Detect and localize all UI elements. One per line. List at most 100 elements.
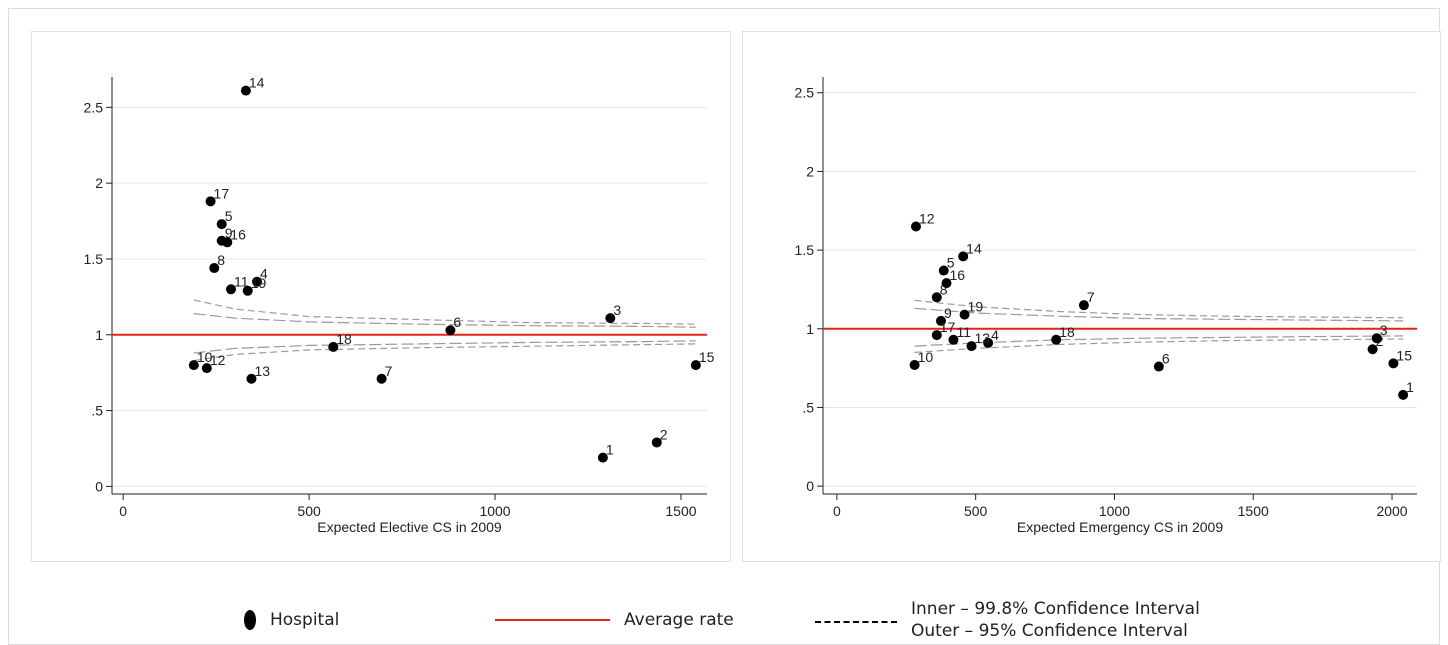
emergency-hospital-point-8: [931, 292, 942, 303]
elective-hospital-label-13: 13: [254, 363, 270, 379]
elective-hospital-label-18: 18: [336, 331, 352, 347]
elective-hospital-label-1: 1: [606, 442, 614, 458]
emergency-hospital-point-17: [931, 330, 942, 341]
emergency-hospital-point-7: [1078, 300, 1089, 311]
emergency-hospital-point-10: [909, 359, 920, 370]
elective-ytick-label: 1: [95, 327, 103, 343]
emergency-ytick-label: .5: [802, 399, 814, 415]
elective-chart: 0 .5 1 1.5 2 2.5 0 500 1000 1500 Expected Elective…: [84, 75, 715, 535]
elective-hospital-label-19: 19: [251, 275, 267, 291]
chart-panel-elective: 0 .5 1 1.5 2 2.5 0 500 1000 1500 Expected Elective…: [31, 31, 731, 562]
elective-hospital-point-16: [222, 237, 233, 248]
elective-x-axis-label: Expected Elective CS in 2009: [317, 519, 502, 535]
emergency-ytick-label: 2.5: [795, 85, 815, 101]
emergency-hospital-point-15: [1388, 358, 1399, 369]
elective-hospital-label-2: 2: [660, 426, 668, 442]
emergency-hospital-label-13: 13: [975, 330, 991, 346]
emergency-hospital-label-10: 10: [918, 349, 934, 365]
elective-hospital-point-17: [205, 196, 216, 207]
emergency-chart: 0 .5 1 1.5 2 2.5 0 500 1000 1500 2000 Expected Emer…: [795, 77, 1417, 535]
elective-hospital-point-8: [209, 263, 220, 274]
legend-ci: Inner – 99.8% Confidence Interval Outer …: [815, 598, 1200, 642]
emergency-hospital-label-11: 11: [956, 324, 971, 340]
elective-xtick-label: 1000: [479, 503, 510, 519]
chart-panel-emergency: 0 .5 1 1.5 2 2.5 0 500 1000 1500 2000 Expected Emer…: [742, 31, 1441, 562]
elective-hospital-label-3: 3: [613, 302, 621, 318]
hospital-marker-icon: [244, 610, 256, 630]
elective-ci-inner-lower: [193, 340, 696, 354]
elective-hospital-point-2: [651, 437, 662, 448]
elective-xtick-label: 500: [297, 503, 321, 519]
emergency-hospital-label-14: 14: [966, 240, 982, 256]
elective-hospital-label-8: 8: [217, 252, 225, 268]
elective-ci-inner-upper: [193, 313, 696, 328]
elective-hospital-point-7: [376, 373, 387, 384]
emergency-xtick-label: 500: [964, 503, 988, 519]
emergency-hospital-label-16: 16: [950, 267, 966, 283]
emergency-hospital-point-11: [948, 334, 959, 345]
emergency-hospital-point-1: [1398, 389, 1409, 400]
emergency-hospital-label-18: 18: [1059, 324, 1075, 340]
elective-hospital-label-12: 12: [210, 352, 226, 368]
emergency-hospital-label-7: 7: [1087, 289, 1095, 305]
emergency-hospital-point-13: [966, 341, 977, 352]
emergency-hospital-point-2: [1367, 344, 1378, 355]
emergency-xtick-label: 1500: [1238, 503, 1269, 519]
elective-hospital-label-10: 10: [197, 349, 213, 365]
emergency-hospital-point-6: [1153, 361, 1164, 372]
emergency-hospital-label-19: 19: [968, 299, 984, 315]
emergency-hospital-label-3: 3: [1380, 322, 1388, 338]
emergency-hospital-point-3: [1371, 333, 1382, 344]
elective-hospital-label-6: 6: [453, 314, 461, 330]
legend-average: Average rate: [495, 610, 734, 630]
emergency-hospital-label-9: 9: [944, 305, 952, 321]
emergency-hospital-label-15: 15: [1396, 347, 1412, 363]
elective-hospital-point-15: [690, 360, 701, 371]
emergency-xtick-label: 2000: [1376, 503, 1407, 519]
emergency-hospital-label-12: 12: [919, 210, 935, 226]
elective-ytick-label: .5: [91, 403, 103, 419]
emergency-xtick-label: 0: [833, 503, 841, 519]
elective-hospital-label-17: 17: [214, 185, 230, 201]
emergency-hospital-point-18: [1051, 334, 1062, 345]
emergency-hospital-label-5: 5: [947, 255, 955, 271]
elective-hospital-point-5: [216, 219, 227, 230]
emergency-hospital-point-16: [941, 278, 952, 289]
elective-ytick-label: 2.5: [84, 99, 104, 115]
elective-hospital-point-1: [597, 452, 608, 463]
elective-ci-outer-upper: [193, 299, 696, 325]
elective-ytick-label: 0: [95, 478, 103, 494]
emergency-hospital-point-9: [935, 315, 946, 326]
elective-hospital-point-4: [252, 276, 263, 287]
elective-hospital-label-11: 11: [234, 273, 249, 289]
dashed-line-icon: [815, 621, 897, 623]
legend-hospital: Hospital: [244, 610, 339, 630]
elective-hospital-label-16: 16: [230, 226, 246, 242]
elective-ytick-label: 1.5: [84, 251, 104, 267]
emergency-ci-outer-upper: [914, 299, 1404, 319]
emergency-ytick-label: 1.5: [795, 242, 815, 258]
emergency-hospital-point-4: [983, 337, 994, 348]
elective-ytick-label: 2: [95, 175, 103, 191]
emergency-ytick-label: 0: [806, 478, 814, 494]
emergency-hospital-point-5: [938, 265, 949, 276]
legend-average-label: Average rate: [624, 610, 734, 630]
elective-hospital-point-13: [246, 373, 257, 384]
elective-hospital-label-5: 5: [225, 208, 233, 224]
elective-hospital-label-9: 9: [225, 225, 233, 241]
elective-hospital-label-7: 7: [385, 363, 393, 379]
elective-hospital-point-12: [201, 363, 212, 374]
elective-xtick-label: 1500: [665, 503, 696, 519]
elective-hospital-point-3: [605, 313, 616, 324]
elective-hospital-point-6: [445, 325, 456, 336]
emergency-ci-inner-lower: [914, 335, 1404, 347]
elective-xtick-label: 0: [119, 503, 127, 519]
elective-hospital-point-19: [242, 285, 253, 296]
elective-hospital-label-14: 14: [249, 75, 265, 91]
legend-ci-outer-label: Outer – 95% Confidence Interval: [911, 621, 1188, 641]
emergency-hospital-label-4: 4: [991, 327, 999, 343]
emergency-hospital-point-12: [910, 221, 921, 232]
elective-hospital-label-15: 15: [699, 349, 715, 365]
emergency-x-axis-label: Expected Emergency CS in 2009: [1017, 519, 1223, 535]
emergency-hospital-label-8: 8: [940, 281, 948, 297]
